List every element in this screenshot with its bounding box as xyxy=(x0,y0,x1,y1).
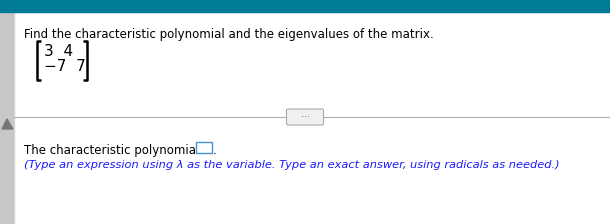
Text: .: . xyxy=(213,144,217,157)
FancyBboxPatch shape xyxy=(287,109,323,125)
Text: 3  4: 3 4 xyxy=(44,44,73,59)
Text: The characteristic polynomial is: The characteristic polynomial is xyxy=(24,144,213,157)
Polygon shape xyxy=(2,119,13,129)
Text: (Type an expression using λ as the variable. Type an exact answer, using radical: (Type an expression using λ as the varia… xyxy=(24,160,559,170)
FancyBboxPatch shape xyxy=(196,142,212,153)
Text: Find the characteristic polynomial and the eigenvalues of the matrix.: Find the characteristic polynomial and t… xyxy=(24,28,434,41)
Bar xyxy=(0,12,14,224)
Bar xyxy=(0,0,610,12)
Text: ···: ··· xyxy=(301,112,309,122)
Text: −7  7: −7 7 xyxy=(44,58,86,73)
